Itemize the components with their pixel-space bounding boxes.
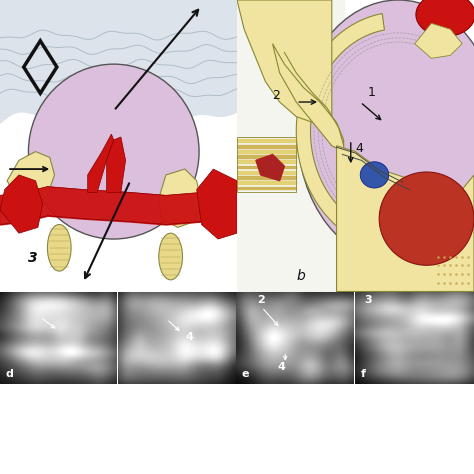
Text: d: d xyxy=(6,369,14,379)
Text: 4: 4 xyxy=(356,142,364,155)
Polygon shape xyxy=(237,150,296,153)
Polygon shape xyxy=(256,155,284,181)
Polygon shape xyxy=(107,137,126,192)
Text: 2: 2 xyxy=(273,89,281,102)
Text: 3: 3 xyxy=(364,295,372,305)
Ellipse shape xyxy=(28,64,199,239)
Text: e: e xyxy=(242,369,249,379)
Polygon shape xyxy=(237,139,296,142)
Text: 1: 1 xyxy=(367,86,375,99)
Text: 2: 2 xyxy=(257,295,265,305)
Polygon shape xyxy=(237,145,296,147)
Text: 4: 4 xyxy=(185,332,193,342)
Polygon shape xyxy=(237,0,344,292)
Polygon shape xyxy=(0,175,43,233)
Text: f: f xyxy=(361,369,365,379)
Text: b: b xyxy=(296,269,305,283)
Text: 3: 3 xyxy=(28,251,38,265)
Polygon shape xyxy=(237,187,296,190)
Ellipse shape xyxy=(159,233,182,280)
Polygon shape xyxy=(237,160,296,163)
Polygon shape xyxy=(88,134,114,192)
Polygon shape xyxy=(273,44,344,152)
Polygon shape xyxy=(7,152,55,204)
Polygon shape xyxy=(197,169,237,239)
Ellipse shape xyxy=(360,162,389,188)
Polygon shape xyxy=(337,146,474,292)
Polygon shape xyxy=(237,176,296,179)
Ellipse shape xyxy=(298,0,474,262)
Polygon shape xyxy=(159,169,201,228)
Polygon shape xyxy=(237,182,296,184)
Ellipse shape xyxy=(379,172,474,265)
Polygon shape xyxy=(237,171,296,174)
Text: 4: 4 xyxy=(277,362,285,372)
Polygon shape xyxy=(237,155,296,158)
Polygon shape xyxy=(415,23,462,58)
Polygon shape xyxy=(237,0,332,140)
Ellipse shape xyxy=(47,225,71,271)
Polygon shape xyxy=(296,14,414,250)
Ellipse shape xyxy=(416,0,474,36)
Polygon shape xyxy=(237,165,296,168)
